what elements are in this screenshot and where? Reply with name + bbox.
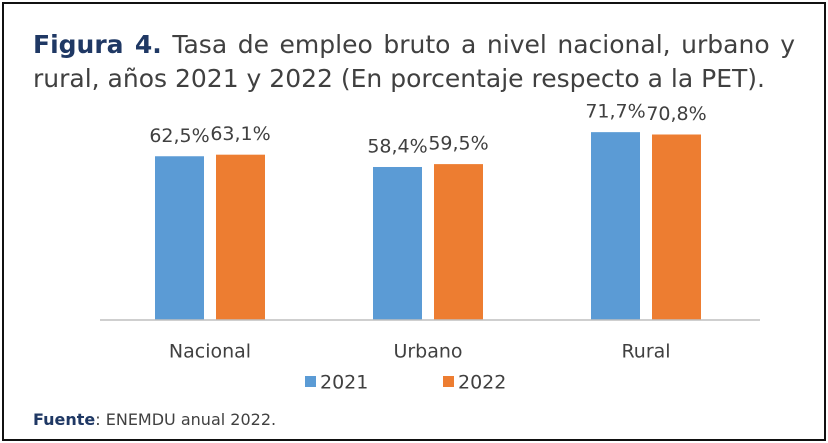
source-text: : ENEMDU anual 2022. (95, 410, 277, 429)
chart-title: Figura 4. Tasa de empleo bruto a nivel n… (33, 28, 795, 96)
source-label: Fuente (33, 410, 96, 429)
legend-swatch (443, 376, 454, 387)
data-label: 71,7% (585, 101, 645, 123)
data-label: 70,8% (646, 103, 706, 125)
bar (434, 164, 483, 320)
data-label: 63,1% (210, 123, 270, 145)
data-label: 59,5% (428, 133, 488, 155)
legend-swatch (305, 376, 316, 387)
x-tick-label: Urbano (393, 341, 462, 363)
source: Fuente: ENEMDU anual 2022. (33, 410, 276, 429)
bar (652, 134, 701, 320)
title-label: Figura 4. (33, 30, 162, 59)
bar (591, 132, 640, 320)
data-label: 58,4% (367, 135, 427, 157)
legend-label: 2021 (320, 372, 368, 394)
bar (155, 156, 204, 320)
legend-label: 2022 (458, 372, 506, 394)
title-text: Tasa de empleo bruto a nivel nacional, u… (33, 30, 795, 93)
x-tick-label: Nacional (169, 341, 251, 363)
x-tick-label: Rural (621, 341, 670, 363)
data-label: 62,5% (149, 125, 209, 147)
bar (216, 154, 265, 320)
bar (373, 166, 422, 320)
